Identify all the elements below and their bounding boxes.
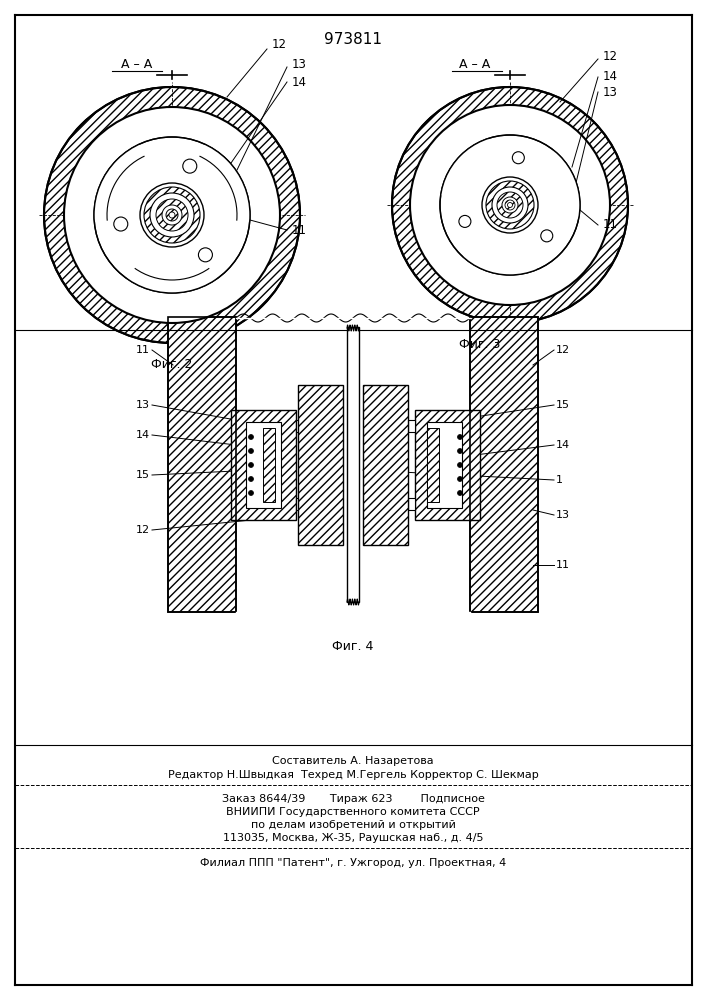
Circle shape <box>457 448 462 454</box>
Circle shape <box>440 135 580 275</box>
Bar <box>415 410 480 520</box>
Text: Заказ 8644/39       Тираж 623        Подписное: Заказ 8644/39 Тираж 623 Подписное <box>221 794 484 804</box>
Text: 11: 11 <box>292 224 307 236</box>
Bar <box>470 317 538 612</box>
Text: 12: 12 <box>136 525 150 535</box>
Text: 13: 13 <box>556 510 570 520</box>
Circle shape <box>541 230 553 242</box>
Text: 11: 11 <box>136 345 150 355</box>
Bar <box>296 420 298 432</box>
Text: 12: 12 <box>556 345 570 355</box>
Wedge shape <box>94 144 172 222</box>
Circle shape <box>183 159 197 173</box>
Text: 12: 12 <box>603 50 618 64</box>
Text: 11: 11 <box>603 219 618 232</box>
Bar <box>231 410 296 520</box>
Text: 15: 15 <box>556 400 570 410</box>
Text: Фиг. 2: Фиг. 2 <box>151 359 193 371</box>
Circle shape <box>482 177 538 233</box>
Text: А – А: А – А <box>460 58 491 72</box>
Text: 113035, Москва, Ж-35, Раушская наб., д. 4/5: 113035, Москва, Ж-35, Раушская наб., д. … <box>223 833 484 843</box>
Circle shape <box>162 205 182 225</box>
Wedge shape <box>172 144 250 222</box>
Circle shape <box>248 434 254 440</box>
Text: 13: 13 <box>136 400 150 410</box>
Circle shape <box>199 248 212 262</box>
Text: 13: 13 <box>292 58 307 72</box>
Text: Филиал ППП "Патент", г. Ужгород, ул. Проектная, 4: Филиал ППП "Патент", г. Ужгород, ул. Про… <box>200 858 506 868</box>
Bar <box>347 327 359 602</box>
Text: 12: 12 <box>272 38 287 51</box>
Text: Фиг. 4: Фиг. 4 <box>332 641 374 654</box>
Text: 11: 11 <box>556 560 570 570</box>
Circle shape <box>457 477 462 482</box>
Text: Фиг. 3: Фиг. 3 <box>460 338 501 352</box>
Circle shape <box>492 187 528 223</box>
Circle shape <box>248 448 254 454</box>
Circle shape <box>44 87 300 343</box>
Circle shape <box>248 490 254 495</box>
Circle shape <box>457 490 462 495</box>
Wedge shape <box>440 138 510 205</box>
Text: 14: 14 <box>136 430 150 440</box>
Bar <box>296 498 298 510</box>
Bar <box>470 317 538 612</box>
Text: 13: 13 <box>603 86 618 99</box>
Circle shape <box>508 202 513 208</box>
Text: по делам изобретений и открытий: по делам изобретений и открытий <box>250 820 455 830</box>
Text: 14: 14 <box>292 76 307 89</box>
Wedge shape <box>127 215 217 293</box>
Bar <box>246 422 281 508</box>
Circle shape <box>513 152 525 164</box>
Bar <box>168 317 236 612</box>
Text: 973811: 973811 <box>324 32 382 47</box>
Bar <box>408 420 415 432</box>
Circle shape <box>457 434 462 440</box>
Text: 14: 14 <box>556 440 570 450</box>
Bar <box>298 385 343 545</box>
Bar <box>427 428 439 502</box>
Text: А – А: А – А <box>122 58 153 72</box>
Bar <box>350 332 356 597</box>
Bar <box>427 422 462 508</box>
Text: 15: 15 <box>136 470 150 480</box>
Circle shape <box>140 183 204 247</box>
Bar <box>408 498 415 510</box>
Wedge shape <box>510 150 580 220</box>
Circle shape <box>392 87 628 323</box>
Circle shape <box>64 107 280 323</box>
Circle shape <box>150 193 194 237</box>
Circle shape <box>114 217 128 231</box>
Circle shape <box>169 212 175 218</box>
Bar <box>263 428 275 502</box>
Circle shape <box>248 462 254 468</box>
Circle shape <box>457 462 462 468</box>
Circle shape <box>248 477 254 482</box>
Bar <box>363 385 408 545</box>
Text: 1: 1 <box>556 475 563 485</box>
Bar <box>168 317 236 612</box>
Circle shape <box>410 105 610 305</box>
Circle shape <box>502 197 518 213</box>
Circle shape <box>459 215 471 227</box>
Text: Редактор Н.Швыдкая  Техред М.Гергель Корректор С. Шекмар: Редактор Н.Швыдкая Техред М.Гергель Корр… <box>168 770 538 780</box>
Text: 14: 14 <box>603 70 618 84</box>
Text: ВНИИПИ Государственного комитета СССР: ВНИИПИ Государственного комитета СССР <box>226 807 480 817</box>
Wedge shape <box>463 205 536 275</box>
Text: Составитель А. Назаретова: Составитель А. Назаретова <box>272 756 434 766</box>
Circle shape <box>94 137 250 293</box>
